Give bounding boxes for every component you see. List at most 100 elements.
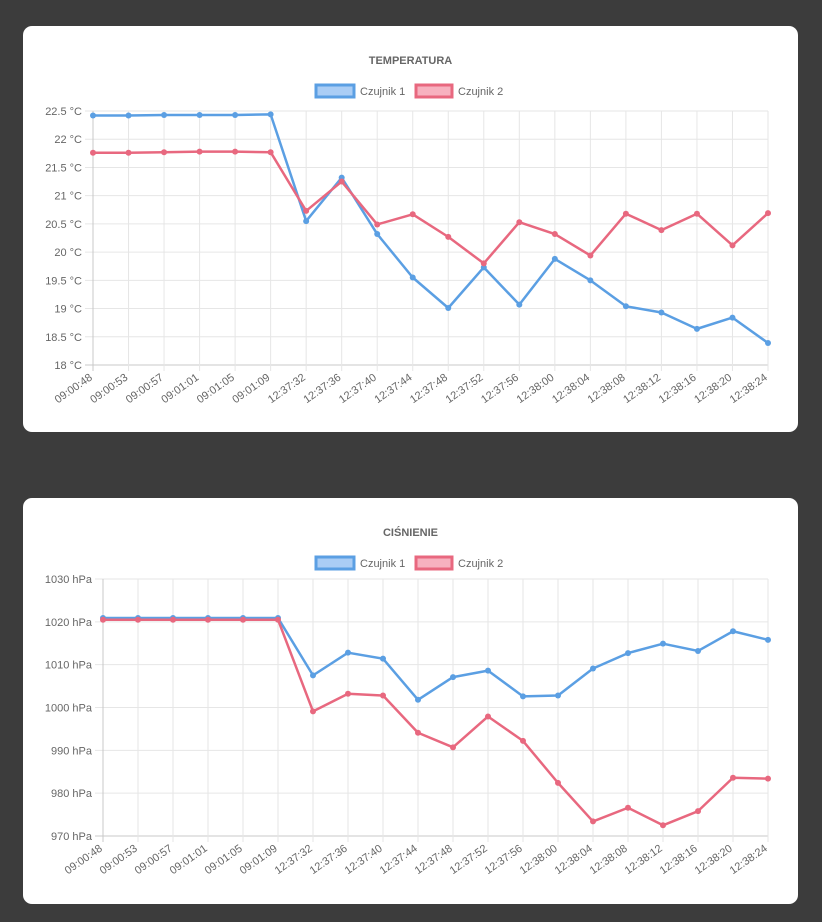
data-point-series-1[interactable] [520, 693, 526, 700]
data-point-series-2[interactable] [240, 616, 246, 623]
data-point-series-1[interactable] [622, 303, 629, 310]
legend-swatch-series-1[interactable] [314, 555, 356, 571]
x-tick-label: 12:38:12 [621, 372, 663, 406]
x-tick-label: 12:38:24 [728, 372, 770, 406]
data-point-series-1[interactable] [303, 218, 310, 225]
data-point-series-1[interactable] [590, 665, 596, 672]
data-point-series-2[interactable] [590, 818, 596, 825]
data-point-series-1[interactable] [415, 696, 421, 703]
data-point-series-2[interactable] [555, 779, 561, 786]
data-point-series-2[interactable] [622, 210, 629, 217]
series-line-1 [103, 616, 769, 702]
data-point-series-2[interactable] [380, 692, 386, 699]
data-point-series-1[interactable] [310, 672, 316, 679]
data-point-series-1[interactable] [516, 301, 523, 308]
data-point-series-2[interactable] [232, 148, 239, 155]
data-point-series-1[interactable] [730, 628, 736, 635]
data-point-series-2[interactable] [275, 616, 281, 623]
data-point-series-1[interactable] [161, 111, 168, 118]
data-point-series-2[interactable] [170, 616, 176, 623]
data-point-series-2[interactable] [135, 616, 141, 623]
legend[interactable]: Czujnik 1 Czujnik 2 [314, 83, 503, 99]
gridlines [95, 578, 769, 842]
data-point-series-2[interactable] [765, 775, 771, 782]
data-point-series-1[interactable] [196, 111, 203, 118]
data-point-series-2[interactable] [100, 616, 106, 623]
data-point-series-2[interactable] [730, 774, 736, 781]
data-point-series-2[interactable] [374, 221, 381, 228]
legend-label-series-1[interactable]: Czujnik 1 [360, 86, 405, 98]
y-tick-label: 1010 hPa [45, 660, 93, 672]
data-point-series-2[interactable] [303, 207, 310, 214]
y-tick-label: 22 °C [54, 134, 82, 146]
temperature-chart: TEMPERATURA Czujnik 1 Czujnik 2 22.5 °C2… [45, 55, 771, 406]
data-point-series-2[interactable] [196, 148, 203, 155]
data-point-series-1[interactable] [660, 640, 666, 647]
data-point-series-2[interactable] [695, 808, 701, 815]
data-point-series-2[interactable] [480, 260, 487, 267]
data-point-series-2[interactable] [765, 210, 771, 217]
data-point-series-2[interactable] [267, 149, 274, 156]
data-point-series-1[interactable] [695, 647, 701, 654]
x-tick-label: 12:37:44 [378, 843, 420, 877]
data-point-series-1[interactable] [729, 314, 736, 321]
y-tick-label: 19.5 °C [45, 275, 82, 287]
x-tick-label: 12:38:16 [657, 372, 699, 406]
x-tick-label: 12:37:32 [273, 843, 315, 877]
data-point-series-2[interactable] [450, 744, 456, 751]
data-point-series-2[interactable] [415, 729, 421, 736]
data-point-series-2[interactable] [125, 149, 132, 156]
data-point-series-1[interactable] [345, 649, 351, 656]
data-point-series-1[interactable] [551, 255, 558, 262]
data-point-series-1[interactable] [625, 650, 631, 657]
data-point-series-1[interactable] [450, 674, 456, 681]
x-tick-label: 09:00:53 [88, 372, 130, 406]
data-point-series-1[interactable] [380, 655, 386, 662]
legend-label-series-2[interactable]: Czujnik 2 [458, 86, 503, 98]
data-point-series-1[interactable] [374, 231, 381, 238]
data-point-series-2[interactable] [310, 708, 316, 715]
data-point-series-2[interactable] [90, 149, 96, 156]
data-point-series-2[interactable] [625, 804, 631, 811]
data-point-series-2[interactable] [205, 616, 211, 623]
data-point-series-1[interactable] [267, 111, 274, 118]
data-point-series-2[interactable] [516, 219, 523, 226]
data-point-series-2[interactable] [345, 690, 351, 697]
data-point-series-2[interactable] [445, 233, 452, 240]
data-point-series-2[interactable] [660, 822, 666, 829]
data-point-series-1[interactable] [693, 325, 700, 332]
data-point-series-1[interactable] [587, 277, 594, 284]
data-point-series-1[interactable] [232, 111, 239, 118]
data-point-series-1[interactable] [658, 309, 665, 316]
data-point-series-2[interactable] [551, 231, 558, 238]
legend-swatch-series-2[interactable] [414, 555, 454, 571]
x-axis: 09:00:4809:00:5309:00:5709:01:0109:01:05… [53, 372, 770, 406]
legend-label-series-2[interactable]: Czujnik 2 [458, 558, 503, 570]
y-tick-label: 1020 hPa [45, 617, 93, 629]
data-point-series-1[interactable] [90, 112, 96, 119]
data-point-series-2[interactable] [520, 737, 526, 744]
legend-label-series-1[interactable]: Czujnik 1 [360, 558, 405, 570]
data-point-series-2[interactable] [161, 149, 168, 156]
data-point-series-1[interactable] [765, 339, 771, 346]
data-point-series-2[interactable] [658, 227, 665, 234]
data-point-series-1[interactable] [445, 304, 452, 311]
x-tick-label: 09:01:01 [168, 843, 210, 877]
legend-swatch-series-1[interactable] [314, 83, 356, 99]
data-point-series-1[interactable] [125, 112, 132, 119]
data-point-series-2[interactable] [338, 178, 345, 185]
data-point-series-2[interactable] [729, 242, 736, 249]
data-point-series-2[interactable] [485, 713, 491, 720]
temperature-chart-card: TEMPERATURA Czujnik 1 Czujnik 2 22.5 °C 2… [23, 26, 798, 432]
data-point-series-1[interactable] [765, 636, 771, 643]
data-point-series-2[interactable] [693, 210, 700, 217]
data-point-series-2[interactable] [409, 211, 416, 218]
legend-swatch-series-2[interactable] [414, 83, 454, 99]
data-point-series-1[interactable] [555, 692, 561, 699]
data-point-series-1[interactable] [485, 667, 491, 674]
data-point-series-2[interactable] [587, 252, 594, 259]
x-tick-label: 12:37:48 [413, 843, 455, 877]
y-axis: 1030 hPa 1020 hPa 1010 hPa 1000 hPa 990 hPa 9… [45, 574, 93, 843]
legend[interactable]: Czujnik 1 Czujnik 2 [314, 555, 503, 571]
data-point-series-1[interactable] [409, 274, 416, 281]
